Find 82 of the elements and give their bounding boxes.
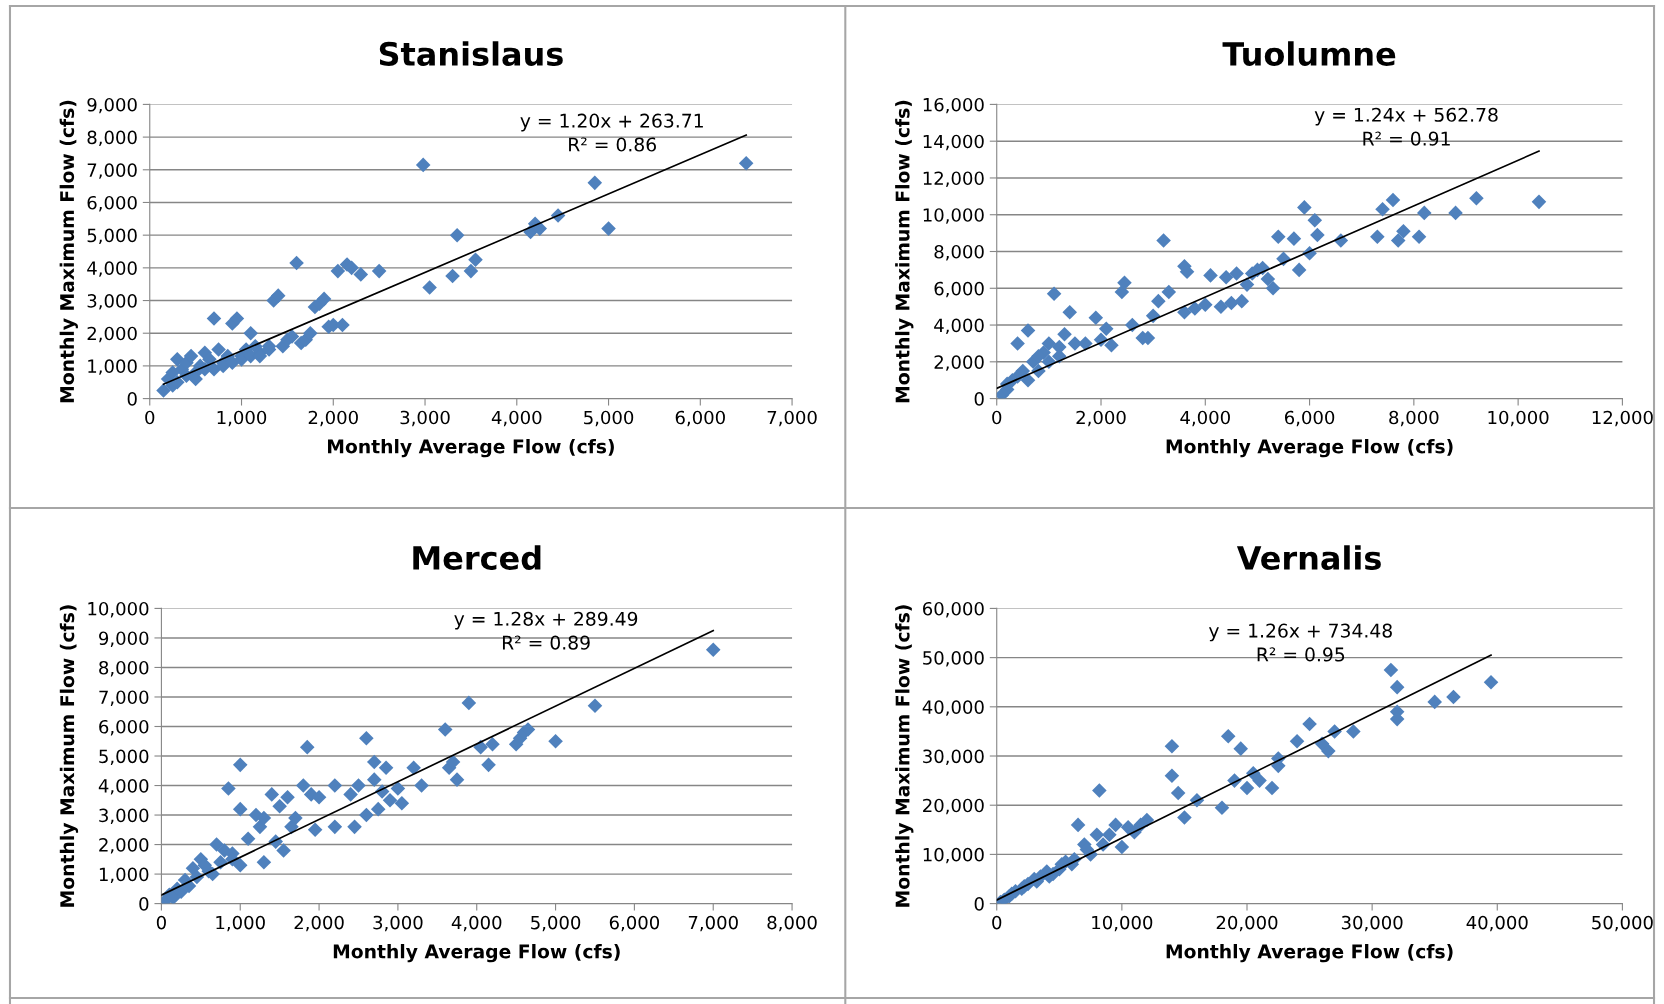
y-tick-label: 6,000 — [934, 281, 984, 298]
y-tick-label: 12,000 — [923, 171, 984, 187]
annotation: y = 1.24x + 562.78 R² = 0.91 — [1314, 107, 1498, 146]
x-tick-label: 4,000 — [491, 410, 542, 427]
y-tick-label: 50,000 — [923, 651, 984, 667]
x-tick-label: 5,000 — [531, 915, 581, 932]
y-tick-label: 10,000 — [923, 208, 984, 224]
annotation: y = 1.26x + 734.48 R² = 0.95 — [1208, 623, 1392, 662]
chart-title: Tuolumne — [1222, 41, 1396, 66]
x-tick-label: 30,000 — [1341, 915, 1403, 932]
x-tick-label: 0 — [156, 915, 166, 930]
y-tick-label: 20,000 — [923, 798, 984, 815]
x-tick-label: 3,000 — [400, 410, 450, 427]
x-tick-label: 6,000 — [609, 915, 660, 932]
x-tick-label: 8,000 — [767, 915, 817, 932]
y-tick-label: 2,000 — [934, 355, 984, 371]
x-tick-label: 6,000 — [675, 410, 725, 427]
x-tick-label: 20,000 — [1216, 915, 1278, 932]
y-tick-label: 5,000 — [99, 749, 149, 765]
x-tick-label: 1,000 — [217, 410, 267, 427]
x-tick-label: 10,000 — [1488, 410, 1549, 427]
y-tick-label: 40,000 — [922, 700, 984, 716]
y-tick-label: 2,000 — [87, 326, 137, 343]
x-tick-label: 2,000 — [308, 410, 358, 427]
chart-title: Vernalis — [1236, 545, 1381, 570]
y-tick-label: 4,000 — [87, 261, 137, 277]
y-tick-label: 60,000 — [923, 601, 984, 618]
y-tick-label: 9,000 — [99, 631, 149, 647]
x-tick-label: 8,000 — [1389, 410, 1439, 427]
y-tick-label: 8,000 — [934, 244, 984, 261]
y-axis-title: Monthly Maximum Flow (cfs) — [59, 605, 79, 907]
y-tick-label: 8,000 — [87, 130, 137, 147]
annotation: y = 1.28x + 289.49 R² = 0.89 — [454, 611, 638, 650]
y-tick-label: 4,000 — [934, 318, 984, 334]
x-tick-label: 10,000 — [1092, 915, 1153, 932]
y-axis-title: Monthly Maximum Flow (cfs) — [59, 100, 78, 403]
annotation: y = 1.20x + 263.71 R² = 0.86 — [520, 113, 703, 152]
y-tick-label: 7,000 — [99, 690, 149, 706]
x-tick-label: 12,000 — [1592, 410, 1653, 427]
y-tick-label: 3,000 — [99, 808, 149, 825]
y-tick-label: 3,000 — [87, 293, 137, 310]
x-axis-title: Monthly Average Flow (cfs) — [1166, 943, 1453, 963]
x-tick-label: 0 — [992, 915, 1002, 930]
x-tick-label: 4,000 — [1180, 410, 1230, 427]
y-tick-label: 14,000 — [923, 134, 984, 151]
chart-title: Stanislaus — [379, 41, 563, 66]
y-tick-label: 4,000 — [98, 778, 149, 795]
y-tick-label: 0 — [974, 897, 984, 911]
y-tick-label: 0 — [974, 392, 984, 406]
x-tick-label: 4,000 — [451, 915, 502, 932]
x-tick-label: 0 — [992, 410, 1002, 425]
y-tick-label: 8,000 — [99, 660, 149, 677]
y-tick-label: 10,000 — [88, 601, 149, 618]
y-tick-label: 30,000 — [923, 749, 984, 765]
y-tick-label: 10,000 — [923, 847, 984, 864]
y-tick-label: 16,000 — [923, 97, 984, 114]
chart-title: Merced — [413, 545, 541, 570]
x-tick-label: 5,000 — [584, 410, 634, 427]
x-tick-label: 2,000 — [294, 915, 344, 932]
x-tick-label: 6,000 — [1284, 410, 1335, 427]
x-tick-label: 7,000 — [688, 915, 738, 932]
x-axis-title: Monthly Average Flow (cfs) — [1166, 438, 1453, 458]
y-axis-title: Monthly Maximum Flow (cfs) — [895, 100, 914, 403]
y-tick-label: 6,000 — [87, 195, 137, 212]
y-tick-label: 6,000 — [99, 719, 149, 736]
y-tick-label: 0 — [139, 897, 149, 911]
x-tick-label: 7,000 — [767, 410, 817, 427]
x-tick-label: 40,000 — [1466, 915, 1528, 932]
x-tick-label: 50,000 — [1592, 915, 1653, 932]
y-tick-label: 2,000 — [99, 838, 149, 854]
y-tick-label: 1,000 — [99, 867, 149, 884]
y-axis-title: Monthly Maximum Flow (cfs) — [895, 605, 914, 907]
x-axis-title: Monthly Average Flow (cfs) — [333, 943, 620, 963]
x-tick-label: 1,000 — [216, 915, 265, 932]
y-tick-label: 7,000 — [87, 163, 137, 179]
x-tick-label: 2,000 — [1076, 410, 1126, 427]
y-tick-label: 1,000 — [88, 359, 137, 375]
x-tick-label: 3,000 — [373, 915, 423, 932]
y-tick-label: 9,000 — [87, 97, 137, 114]
y-tick-label: 0 — [127, 392, 137, 406]
y-tick-label: 5,000 — [87, 228, 137, 245]
x-axis-title: Monthly Average Flow (cfs) — [328, 438, 614, 458]
